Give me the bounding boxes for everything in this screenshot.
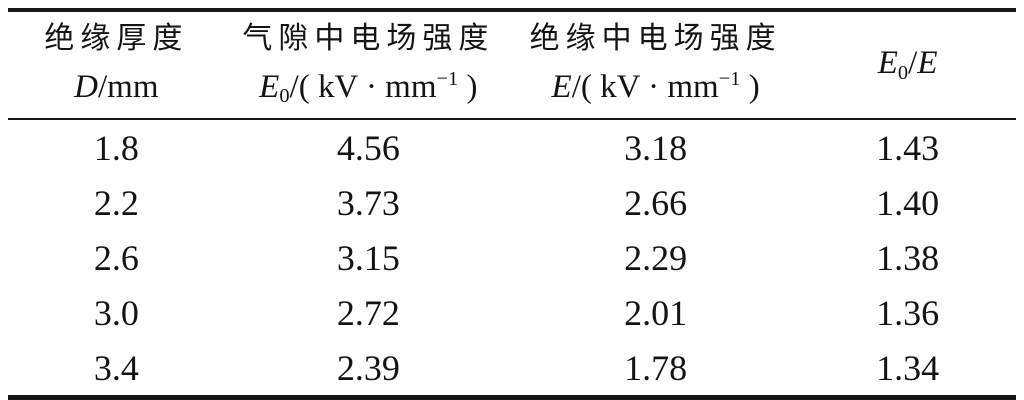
header-symbol-thickness: D/mm	[74, 68, 159, 105]
header-symbol-field-ratio: E0/E	[877, 45, 938, 84]
header-title-thickness: 绝缘厚度	[44, 22, 189, 55]
table-row: 3.0 2.72 2.01 1.36	[8, 285, 1016, 340]
col-header-airgap-field: 气隙中电场强度 E0/( kV · mm−1 )	[225, 10, 512, 119]
table-cell: 3.15	[336, 237, 400, 278]
header-title-airgap-field: 气隙中电场强度	[242, 22, 495, 55]
header-symbol-insulation-field: E/( kV · mm−1 )	[551, 68, 760, 105]
table-cell: 2.39	[336, 347, 400, 388]
table-cell: 3.18	[624, 127, 688, 168]
table-cell: 2.01	[624, 292, 688, 333]
table-cell: 2.6	[93, 237, 139, 278]
table-cell: 1.78	[624, 347, 688, 388]
table-row: 3.4 2.39 1.78 1.34	[8, 340, 1016, 398]
table-cell: 1.38	[876, 237, 940, 278]
table-cell: 2.29	[624, 237, 688, 278]
table-row: 2.6 3.15 2.29 1.38	[8, 230, 1016, 285]
table-cell: 2.2	[93, 182, 139, 223]
table-cell: 1.40	[876, 182, 940, 223]
table-cell: 3.4	[93, 347, 139, 388]
table-body: 1.8 4.56 3.18 1.43 2.2 3.73 2.66 1.40 2.…	[8, 119, 1016, 398]
table-cell: 4.56	[336, 127, 400, 168]
table-header: 绝缘厚度 D/mm 气隙中电场强度 E0/( kV · mm−1 ) 绝缘中电场…	[8, 10, 1016, 120]
table-cell: 2.72	[336, 292, 400, 333]
data-table: 绝缘厚度 D/mm 气隙中电场强度 E0/( kV · mm−1 ) 绝缘中电场…	[8, 8, 1016, 400]
table-cell: 3.0	[93, 292, 139, 333]
header-title-insulation-field: 绝缘中电场强度	[529, 22, 782, 55]
header-symbol-airgap-field: E0/( kV · mm−1 )	[259, 68, 478, 108]
col-header-insulation-thickness: 绝缘厚度 D/mm	[8, 10, 225, 119]
header-row: 绝缘厚度 D/mm 气隙中电场强度 E0/( kV · mm−1 ) 绝缘中电场…	[8, 10, 1016, 120]
table-row: 1.8 4.56 3.18 1.43	[8, 119, 1016, 175]
table-cell: 1.43	[876, 127, 940, 168]
table-cell: 1.8	[93, 127, 139, 168]
table-container: 绝缘厚度 D/mm 气隙中电场强度 E0/( kV · mm−1 ) 绝缘中电场…	[8, 8, 1016, 400]
table-cell: 3.73	[336, 182, 400, 223]
table-row: 2.2 3.73 2.66 1.40	[8, 175, 1016, 230]
col-header-field-ratio: E0/E	[799, 10, 1016, 119]
table-cell: 2.66	[624, 182, 688, 223]
table-cell: 1.36	[876, 292, 940, 333]
table-cell: 1.34	[876, 347, 940, 388]
col-header-insulation-field: 绝缘中电场强度 E/( kV · mm−1 )	[512, 10, 799, 119]
